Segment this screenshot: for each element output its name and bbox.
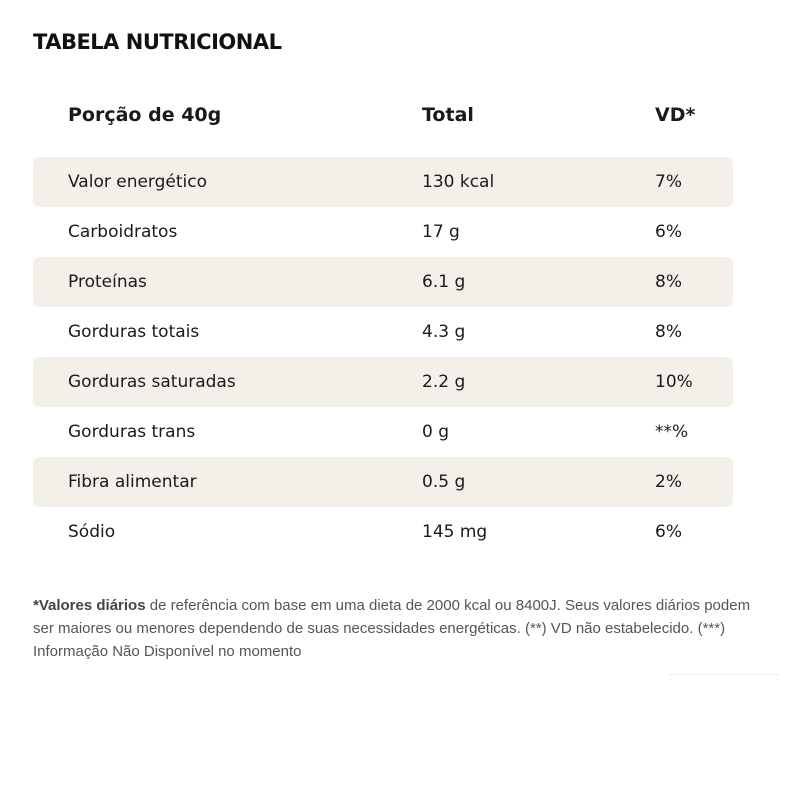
page-title: TABELA NUTRICIONAL (33, 30, 282, 54)
nutrition-table: Porção de 40g Total VD* Valor energético… (33, 90, 733, 557)
nutrient-vd: 8% (655, 272, 682, 292)
table-row: Valor energético 130 kcal 7% (33, 157, 733, 207)
table-row: Sódio 145 mg 6% (33, 507, 733, 557)
nutrient-total: 6.1 g (422, 272, 466, 292)
nutrient-total: 0 g (422, 422, 450, 442)
nutrient-name: Proteínas (68, 272, 147, 292)
nutrient-name: Sódio (68, 522, 116, 542)
table-row: Gorduras saturadas 2.2 g 10% (33, 357, 733, 407)
table-row: Gorduras totais 4.3 g 8% (33, 307, 733, 357)
footnote-bold: *Valores diários (33, 597, 146, 614)
vd-header: VD* (655, 104, 696, 126)
nutrient-name: Valor energético (68, 172, 208, 192)
nutrient-total: 17 g (422, 222, 460, 242)
nutrient-vd: 2% (655, 472, 682, 492)
nutrient-name: Fibra alimentar (68, 472, 197, 492)
footnote: *Valores diários de referência com base … (33, 594, 753, 663)
nutrient-vd: 10% (655, 372, 693, 392)
nutrient-total: 0.5 g (422, 472, 466, 492)
nutrient-vd: 8% (655, 322, 682, 342)
table-row: Gorduras trans 0 g **% (33, 407, 733, 457)
table-header: Porção de 40g Total VD* (33, 90, 733, 140)
table-row: Fibra alimentar 0.5 g 2% (33, 457, 733, 507)
divider (668, 674, 780, 675)
nutrient-vd: 6% (655, 222, 682, 242)
footnote-text: de referência com base em uma dieta de 2… (33, 597, 751, 660)
nutrient-name: Carboidratos (68, 222, 178, 242)
portion-header: Porção de 40g (68, 104, 222, 126)
nutrient-vd: 7% (655, 172, 682, 192)
nutrient-total: 2.2 g (422, 372, 466, 392)
nutrient-total: 4.3 g (422, 322, 466, 342)
nutrient-name: Gorduras totais (68, 322, 200, 342)
nutrient-total: 145 mg (422, 522, 488, 542)
nutrient-name: Gorduras trans (68, 422, 196, 442)
nutrient-vd: 6% (655, 522, 682, 542)
table-row: Proteínas 6.1 g 8% (33, 257, 733, 307)
nutrient-total: 130 kcal (422, 172, 495, 192)
nutrient-vd: **% (655, 422, 689, 442)
nutrient-name: Gorduras saturadas (68, 372, 236, 392)
table-row: Carboidratos 17 g 6% (33, 207, 733, 257)
total-header: Total (422, 104, 474, 126)
